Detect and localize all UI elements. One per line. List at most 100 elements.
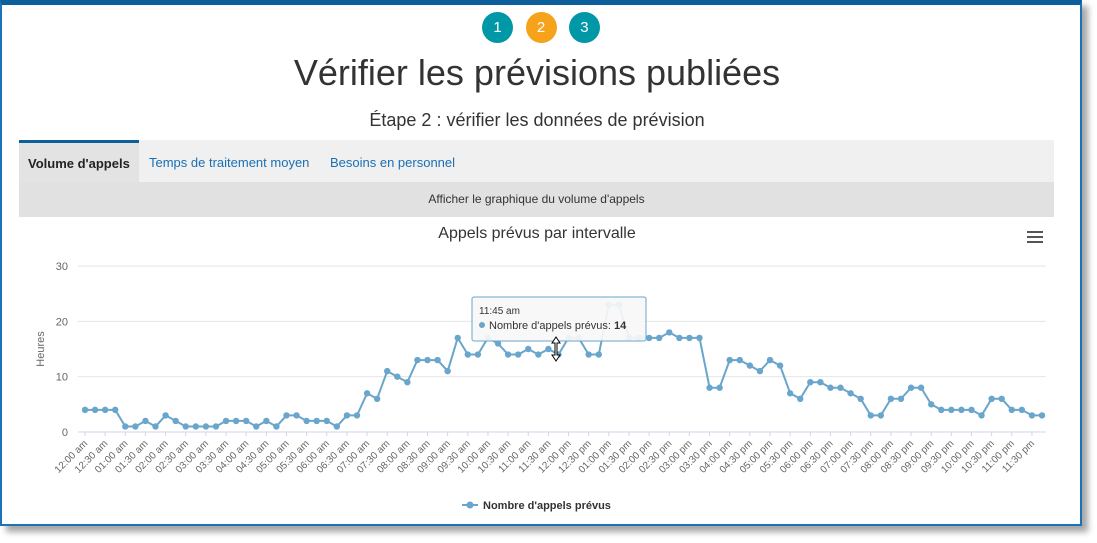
data-point <box>112 406 119 414</box>
step-3[interactable]: 3 <box>568 12 600 43</box>
data-point <box>363 390 371 397</box>
data-point <box>706 384 713 391</box>
tooltip-value: 14 <box>614 320 627 332</box>
hamburger-menu-icon[interactable] <box>1027 231 1043 246</box>
step-2-current[interactable]: 2 <box>525 12 557 43</box>
data-point <box>313 417 320 425</box>
data-point <box>424 356 431 364</box>
tab-volume[interactable]: Volume d'appels <box>19 140 139 182</box>
data-point <box>676 334 683 342</box>
data-point <box>384 367 391 375</box>
data-point <box>766 356 774 364</box>
data-point <box>968 406 975 414</box>
data-point <box>746 362 754 369</box>
y-axis-label: Heures <box>35 331 47 367</box>
data-point <box>242 417 250 425</box>
page-title: Vérifier les prévisions publiées <box>293 52 781 93</box>
data-point <box>807 379 814 386</box>
data-point <box>666 329 673 336</box>
data-point <box>1008 406 1015 414</box>
data-point <box>293 412 300 419</box>
data-point <box>786 390 794 397</box>
data-point <box>232 417 240 425</box>
data-point <box>716 384 723 391</box>
show-chart-bar[interactable]: Afficher le graphique du volume d'appels <box>19 182 1054 217</box>
y-tick-label: 0 <box>62 427 68 439</box>
data-point <box>948 406 955 414</box>
data-point <box>938 406 945 414</box>
data-point <box>303 417 310 425</box>
data-point <box>263 417 270 425</box>
y-tick-label: 30 <box>56 261 68 273</box>
data-point <box>81 406 89 414</box>
data-point <box>927 401 935 408</box>
data-point <box>122 423 129 430</box>
data-point <box>686 334 693 342</box>
tab-bar: Volume d'appels Temps de traitement moye… <box>19 140 1054 182</box>
data-point <box>736 356 743 364</box>
data-point <box>827 384 834 391</box>
data-point <box>696 334 703 342</box>
data-point <box>585 351 592 358</box>
data-point <box>414 356 421 364</box>
data-point <box>978 412 985 419</box>
data-point <box>373 395 381 402</box>
tab-staffing[interactable]: Besoins en personnel <box>330 155 456 170</box>
tooltip-time: 11:45 am <box>479 306 520 317</box>
data-point <box>192 423 200 430</box>
data-point <box>152 423 159 430</box>
data-point <box>988 395 995 402</box>
data-point <box>172 417 179 425</box>
data-point <box>797 395 804 402</box>
wizard-steps: 1 2 3 <box>0 12 1082 43</box>
data-point <box>162 412 169 419</box>
data-point <box>917 384 925 391</box>
data-point <box>494 340 502 347</box>
data-point <box>132 423 139 430</box>
data-point <box>202 423 210 430</box>
legend-marker <box>466 501 474 509</box>
data-point <box>595 351 602 358</box>
page-frame <box>0 0 1082 526</box>
data-point <box>1018 406 1026 414</box>
data-point <box>867 412 874 419</box>
data-point <box>182 423 189 430</box>
y-tick-label: 20 <box>56 316 68 328</box>
tooltip-marker <box>479 322 485 328</box>
data-point <box>283 412 290 419</box>
data-point <box>343 412 351 419</box>
data-point <box>857 395 864 402</box>
data-point <box>817 379 824 386</box>
data-point <box>1038 412 1046 419</box>
data-point <box>837 384 844 391</box>
data-point <box>222 417 230 425</box>
data-point <box>897 395 905 402</box>
data-point <box>525 345 532 353</box>
data-point <box>394 373 401 380</box>
step-1[interactable]: 1 <box>482 12 514 43</box>
data-point <box>998 395 1005 402</box>
data-point <box>333 423 341 430</box>
legend-label: Nombre d'appels prévus <box>483 500 611 512</box>
data-point <box>514 351 522 358</box>
data-point <box>454 334 461 342</box>
data-point <box>464 351 471 358</box>
data-point <box>212 423 220 430</box>
data-point <box>434 356 441 364</box>
resize-cursor-icon <box>551 336 561 362</box>
data-point <box>907 384 915 391</box>
tab-aht[interactable]: Temps de traitement moyen <box>149 155 310 170</box>
tooltip-box <box>471 296 647 342</box>
data-point <box>273 423 280 430</box>
data-point <box>656 334 663 342</box>
data-point <box>101 406 109 414</box>
data-point <box>545 345 552 353</box>
data-point <box>726 356 733 364</box>
data-point <box>847 390 854 397</box>
data-point <box>504 351 512 358</box>
data-point <box>253 423 260 430</box>
tooltip-series: Nombre d'appels prévus: 14 <box>489 320 627 332</box>
y-tick-label: 10 <box>56 372 68 384</box>
data-point <box>887 395 895 402</box>
